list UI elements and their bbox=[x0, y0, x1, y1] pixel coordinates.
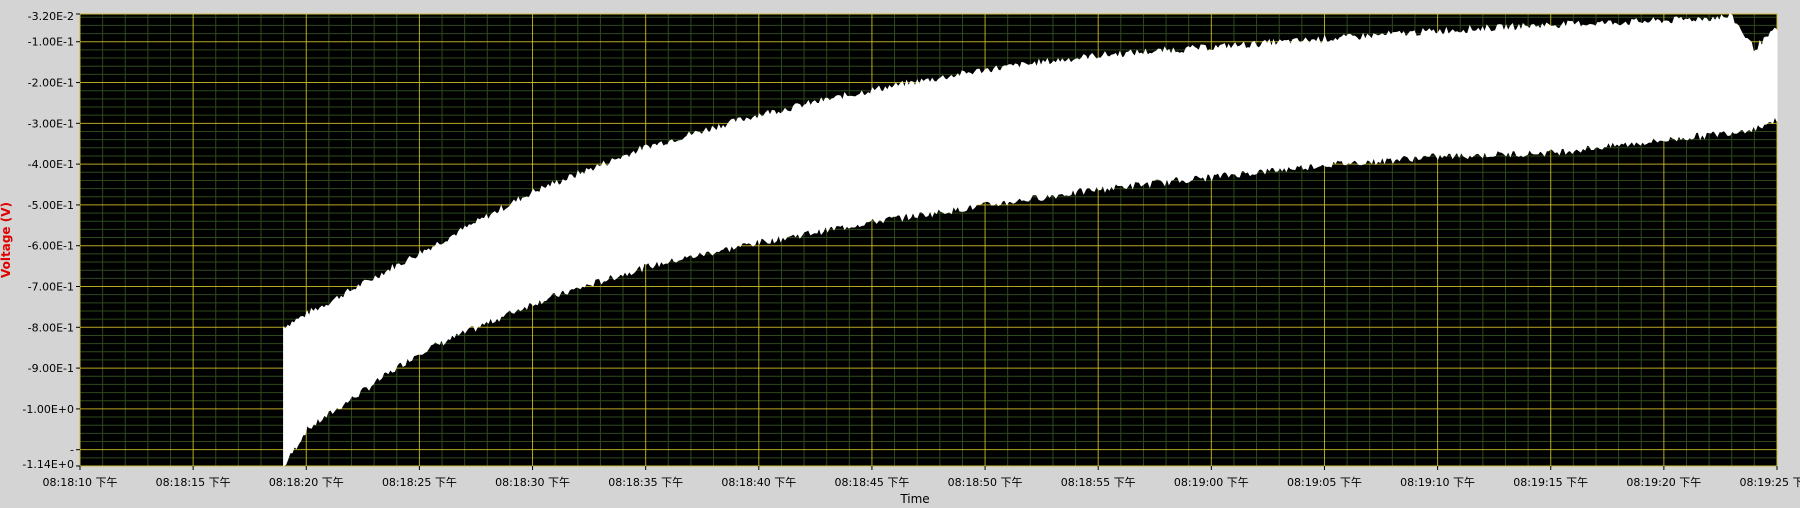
y-tick-label: -5.00E-1 bbox=[28, 199, 74, 212]
x-tick-label: 08:18:50 下午 bbox=[948, 476, 1023, 489]
y-tick-label: -2.00E-1 bbox=[28, 77, 74, 90]
y-tick-label: -1.14E+0 bbox=[22, 458, 74, 471]
trace-layer bbox=[283, 12, 1778, 467]
x-tick-label: 08:18:30 下午 bbox=[495, 476, 570, 489]
x-tick-label: 08:18:35 下午 bbox=[608, 476, 683, 489]
voltage-trace-band-0[interactable] bbox=[283, 12, 1778, 467]
x-tick-label: 08:18:55 下午 bbox=[1061, 476, 1136, 489]
y-tick-label: - bbox=[70, 444, 74, 457]
x-tick-label: 08:18:15 下午 bbox=[156, 476, 231, 489]
y-tick-label: -7.00E-1 bbox=[28, 281, 74, 294]
x-tick-label: 08:18:40 下午 bbox=[721, 476, 796, 489]
x-axis-label: Time bbox=[899, 492, 929, 504]
x-tick-label: 08:19:20 下午 bbox=[1626, 476, 1701, 489]
y-tick-label: -3.00E-1 bbox=[28, 117, 74, 130]
y-axis-ticks: -3.20E-2 -1.00E-1 -2.00E-1 -3.00E-1 -4.00E-1… bbox=[22, 10, 80, 471]
y-tick-label: -1.00E+0 bbox=[22, 403, 74, 416]
x-tick-label: 08:18:45 下午 bbox=[834, 476, 909, 489]
x-tick-label: 08:18:25 下午 bbox=[382, 476, 457, 489]
y-axis-label: Voltage (V) bbox=[0, 202, 13, 278]
x-tick-label: 08:18:20 下午 bbox=[269, 476, 344, 489]
x-tick-label: 08:19:15 下午 bbox=[1513, 476, 1588, 489]
y-tick-label: -4.00E-1 bbox=[28, 158, 74, 171]
y-tick-label: -9.00E-1 bbox=[28, 362, 74, 375]
y-tick-label: -3.20E-2 bbox=[28, 10, 74, 23]
y-tick-label: -6.00E-1 bbox=[28, 240, 74, 253]
x-tick-label: 08:19:25 下午 bbox=[1740, 476, 1800, 489]
x-tick-label: 08:19:10 下午 bbox=[1400, 476, 1475, 489]
x-tick-label: 08:19:00 下午 bbox=[1174, 476, 1249, 489]
x-axis-ticks: 08:18:10 下午 08:18:15 下午 08:18:20 下午 08:18:2… bbox=[43, 466, 1800, 489]
x-tick-label: 08:19:05 下午 bbox=[1287, 476, 1362, 489]
x-tick-label: 08:18:10 下午 bbox=[43, 476, 118, 489]
y-tick-label: -8.00E-1 bbox=[28, 321, 74, 334]
y-tick-label: -1.00E-1 bbox=[28, 36, 74, 49]
